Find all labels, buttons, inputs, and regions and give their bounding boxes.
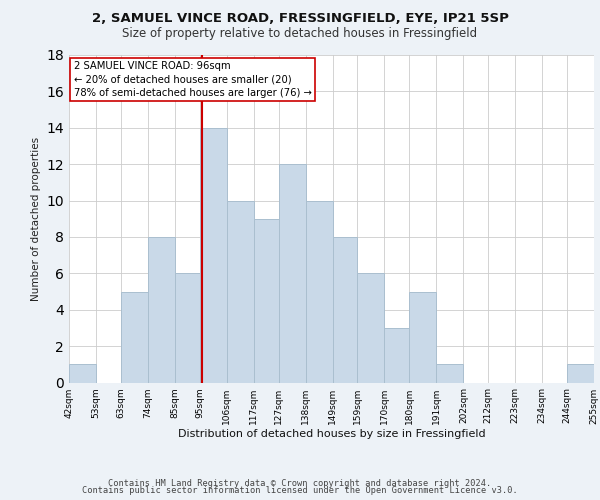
Bar	[409, 292, 436, 382]
Bar	[69, 364, 96, 382]
Bar	[227, 200, 254, 382]
Bar	[305, 200, 333, 382]
Text: 2 SAMUEL VINCE ROAD: 96sqm
← 20% of detached houses are smaller (20)
78% of semi: 2 SAMUEL VINCE ROAD: 96sqm ← 20% of deta…	[74, 62, 312, 98]
Bar	[175, 274, 200, 382]
Text: Contains public sector information licensed under the Open Government Licence v3: Contains public sector information licen…	[82, 486, 518, 495]
Bar	[567, 364, 594, 382]
Bar	[148, 237, 175, 382]
X-axis label: Distribution of detached houses by size in Fressingfield: Distribution of detached houses by size …	[178, 430, 485, 440]
Text: Contains HM Land Registry data © Crown copyright and database right 2024.: Contains HM Land Registry data © Crown c…	[109, 478, 491, 488]
Bar	[200, 128, 227, 382]
Bar	[436, 364, 463, 382]
Bar	[278, 164, 305, 382]
Bar	[385, 328, 409, 382]
Text: Size of property relative to detached houses in Fressingfield: Size of property relative to detached ho…	[122, 28, 478, 40]
Text: 2, SAMUEL VINCE ROAD, FRESSINGFIELD, EYE, IP21 5SP: 2, SAMUEL VINCE ROAD, FRESSINGFIELD, EYE…	[92, 12, 508, 26]
Bar	[121, 292, 148, 382]
Bar	[254, 219, 278, 382]
Bar	[333, 237, 358, 382]
Y-axis label: Number of detached properties: Number of detached properties	[31, 136, 41, 301]
Bar	[358, 274, 385, 382]
